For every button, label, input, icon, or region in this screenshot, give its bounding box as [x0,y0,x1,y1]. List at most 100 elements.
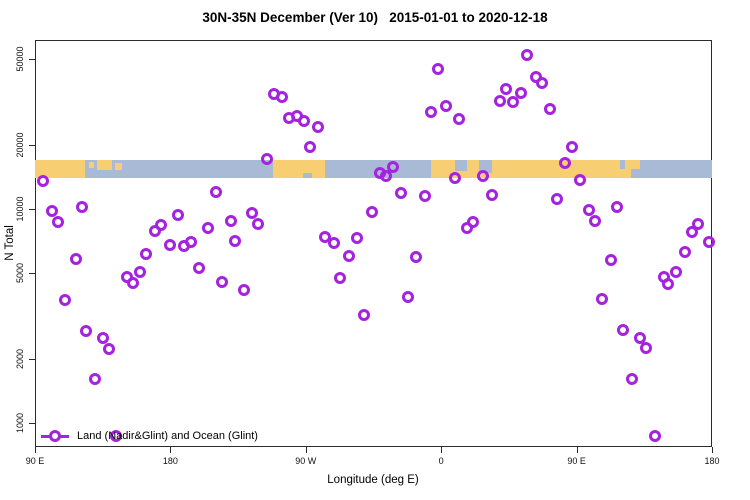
x-tick [576,447,578,453]
data-point [155,218,168,231]
data-point [439,99,452,112]
y-tick [29,423,35,424]
data-point [245,206,258,219]
chart-title: 30N-35N December (Ver 10) 2015-01-01 to … [202,10,548,25]
data-point [409,250,422,263]
x-tick-label: 180 [162,456,178,466]
data-point [477,169,490,182]
plot-area [35,40,712,447]
data-point [432,63,445,75]
data-point [633,331,646,344]
data-point [164,238,177,251]
data-point [45,204,58,217]
land-segment [272,160,326,178]
x-tick [712,447,713,453]
land-segment [35,160,85,178]
data-point [202,222,214,234]
x-tick-label: 0 [438,456,444,466]
data-point [89,373,102,386]
land-patch [620,169,631,178]
data-point [304,140,317,153]
data-point [692,217,705,230]
data-point [566,140,579,153]
data-point [365,206,378,219]
data-point [275,90,288,103]
y-tick [29,358,35,360]
data-point [171,208,184,221]
data-point [209,186,222,199]
data-point [251,217,264,230]
data-point [551,193,564,206]
y-tick [29,144,35,146]
data-point [493,94,506,107]
data-point [588,214,601,227]
data-point [358,309,371,322]
data-point [110,429,123,442]
y-tick-label: 10000 [15,196,25,222]
data-point [334,271,347,284]
data-point [424,105,437,118]
data-point [448,171,461,184]
data-point [149,225,162,238]
data-point [529,70,542,83]
ocean-patch [478,160,493,173]
x-tick-label: 90 E [25,456,45,466]
data-point [192,262,205,274]
x-tick-label: 90 W [295,456,317,466]
data-point [350,231,363,244]
x-tick-label: 180 [704,456,720,466]
data-point [507,96,520,109]
data-point [558,157,571,170]
data-point [379,169,392,182]
x-axis-label: Longitude (deg E) [327,474,419,486]
land-patch [96,160,112,170]
data-point [126,277,139,290]
data-point [486,189,499,202]
data-point [229,234,242,247]
x-tick [35,447,36,453]
data-point [611,201,624,214]
data-point [394,186,407,199]
data-point [669,265,682,278]
y-tick [29,273,35,275]
open-circle-icon [49,430,61,442]
x-tick [305,447,307,453]
data-point [460,222,473,234]
ocean-segment [620,160,712,178]
ocean-patch [454,160,467,171]
data-point [319,230,332,243]
data-point [596,292,609,305]
data-point [36,175,49,188]
data-point [639,342,652,355]
data-point [626,372,639,385]
data-point [185,236,198,249]
data-point [648,429,661,442]
y-tick-label: 1000 [15,412,25,434]
data-point [51,215,64,228]
land-patch [114,162,123,170]
y-tick-label: 5000 [15,263,25,284]
data-point [520,49,533,62]
y-tick-label: 50000 [15,46,25,72]
data-point [140,247,153,260]
data-point [260,153,273,166]
data-point [543,103,556,116]
data-point [298,114,311,127]
y-tick [29,209,35,210]
data-point [453,113,466,126]
y-tick-label: 20000 [15,132,25,158]
data-point [499,82,512,95]
data-point [343,249,356,262]
data-point [238,283,251,296]
y-axis-label: N Total [4,225,16,261]
x-tick [170,447,172,453]
data-point [120,271,133,284]
data-point [134,265,147,278]
data-point [102,342,115,355]
data-point [686,225,699,238]
data-point [80,325,93,338]
data-point [678,245,691,258]
x-tick-label: 90 E [567,456,586,466]
data-point [662,278,675,291]
